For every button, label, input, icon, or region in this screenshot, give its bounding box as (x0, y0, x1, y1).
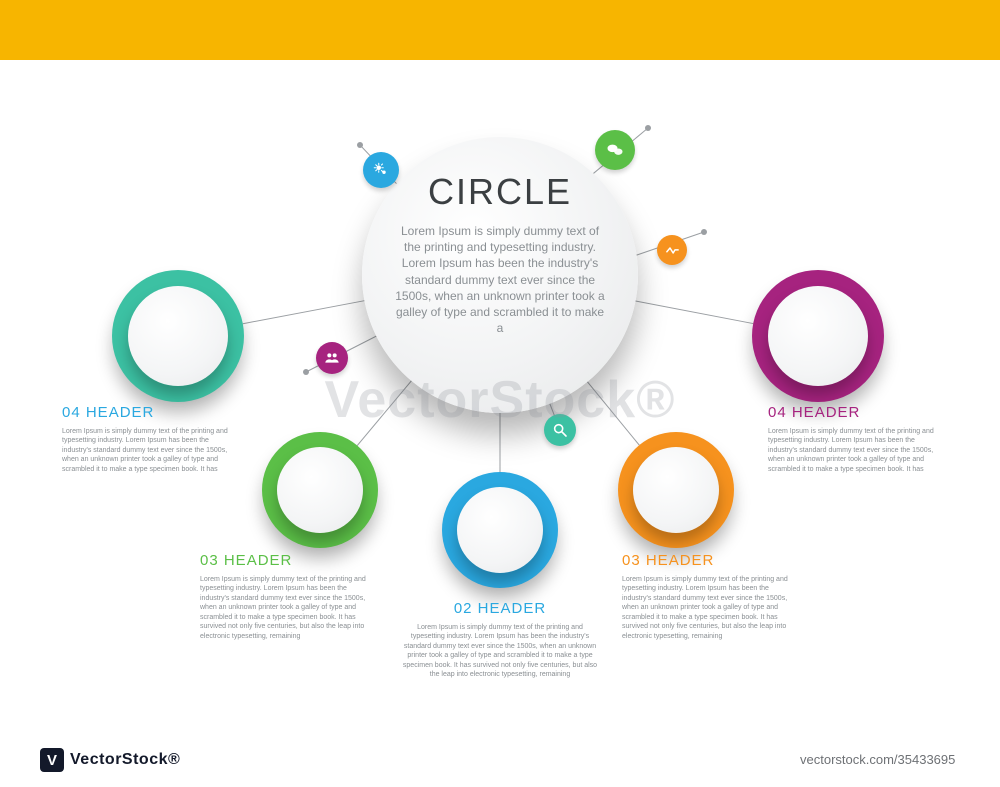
chat-bubbles-icon (595, 130, 635, 170)
node-n_right_top (752, 270, 884, 402)
infographic-stage: CIRCLE Lorem Ipsum is simply dummy text … (0, 0, 1000, 787)
people-icon (316, 342, 348, 374)
top-accent-bar (0, 0, 1000, 60)
text-header: 03 HEADER (622, 552, 798, 569)
node-inner (277, 447, 363, 533)
text-block-right_top: 04 HEADER Lorem Ipsum is simply dummy tex… (768, 404, 940, 474)
image-id-text: vectorstock.com/35433695 (800, 752, 955, 767)
center-body: Lorem Ipsum is simply dummy text of the … (394, 223, 606, 336)
brand-name: VectorStock® (70, 751, 180, 769)
center-circle: CIRCLE Lorem Ipsum is simply dummy text … (362, 137, 638, 413)
text-header: 02 HEADER (400, 600, 600, 617)
node-n_left_bot (262, 432, 378, 548)
pulse-chart-icon (657, 235, 687, 265)
node-inner (768, 286, 868, 386)
node-n_center_bot (442, 472, 558, 588)
text-body: Lorem Ipsum is simply dummy text of the … (400, 623, 600, 680)
text-body: Lorem Ipsum is simply dummy text of the … (62, 427, 234, 474)
node-inner (128, 286, 228, 386)
text-body: Lorem Ipsum is simply dummy text of the … (768, 427, 940, 474)
node-n_left_top (112, 270, 244, 402)
brand-logo: V (40, 748, 64, 772)
text-body: Lorem Ipsum is simply dummy text of the … (200, 575, 376, 641)
text-header: 03 HEADER (200, 552, 376, 569)
footer: V VectorStock® (40, 748, 180, 772)
magnifier-icon (544, 414, 576, 446)
text-block-center_bot: 02 HEADER Lorem Ipsum is simply dummy tex… (400, 600, 600, 680)
text-header: 04 HEADER (62, 404, 234, 421)
text-header: 04 HEADER (768, 404, 940, 421)
node-n_right_bot (618, 432, 734, 548)
text-block-left_top: 04 HEADER Lorem Ipsum is simply dummy tex… (62, 404, 234, 474)
center-title: CIRCLE (428, 171, 572, 213)
gears-icon (363, 152, 399, 188)
text-body: Lorem Ipsum is simply dummy text of the … (622, 575, 798, 641)
text-block-right_bot: 03 HEADER Lorem Ipsum is simply dummy tex… (622, 552, 798, 641)
node-inner (633, 447, 719, 533)
text-block-left_bot: 03 HEADER Lorem Ipsum is simply dummy tex… (200, 552, 376, 641)
node-inner (457, 487, 543, 573)
